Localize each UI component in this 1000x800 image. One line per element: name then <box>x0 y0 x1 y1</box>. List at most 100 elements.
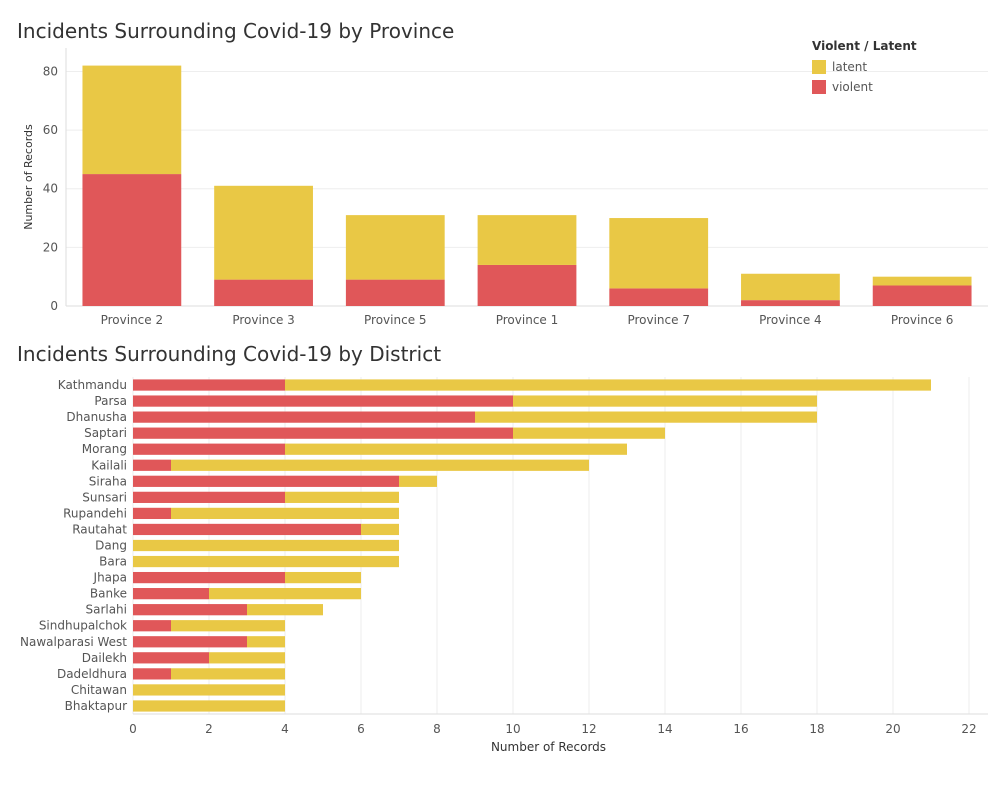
x-tick-label-12: 12 <box>581 722 596 736</box>
bar-province-6-latent <box>872 276 972 286</box>
y-tick-label-60: 60 <box>43 123 58 137</box>
y-tick-label-banke: Banke <box>90 587 127 601</box>
bar-province-4-violent <box>741 300 840 306</box>
bar-chitawan-latent <box>133 684 285 696</box>
y-tick-label-parsa: Parsa <box>94 394 127 408</box>
x-tick-label-16: 16 <box>733 722 748 736</box>
x-tick-label-province-2: Province 2 <box>101 313 164 327</box>
legend-swatch-violent <box>812 80 826 94</box>
y-tick-label-dhanusha: Dhanusha <box>66 410 127 424</box>
y-tick-label-dailekh: Dailekh <box>82 651 127 665</box>
bar-morang-latent <box>285 443 627 455</box>
bar-dadeldhura-violent <box>133 668 171 680</box>
bar-sunsari-latent <box>285 491 399 503</box>
legend-title: Violent / Latent <box>812 39 917 53</box>
y-tick-label-sindhupalchok: Sindhupalchok <box>39 619 127 633</box>
y-tick-label-sarlahi: Sarlahi <box>85 603 127 617</box>
bar-nawalparasi-west-violent <box>133 636 247 648</box>
bar-bara-latent <box>133 555 399 568</box>
x-tick-label-22: 22 <box>961 722 976 736</box>
x-tick-label-6: 6 <box>357 722 365 736</box>
x-tick-label-10: 10 <box>505 722 520 736</box>
x-tick-label-province-3: Province 3 <box>232 313 295 327</box>
bar-morang-violent <box>133 443 285 455</box>
legend-label-latent: latent <box>832 60 868 74</box>
bar-bhaktapur-latent <box>133 700 285 712</box>
legend-swatch-latent <box>812 60 826 74</box>
y-tick-label-morang: Morang <box>82 442 127 456</box>
bar-province-2-latent <box>82 65 182 175</box>
legend-label-violent: violent <box>832 80 873 94</box>
bar-banke-latent <box>209 588 361 600</box>
bar-province-6-violent <box>872 285 972 306</box>
x-tick-label-20: 20 <box>885 722 900 736</box>
x-tick-label-province-1: Province 1 <box>496 313 559 327</box>
bar-parsa-violent <box>133 395 513 407</box>
district-bar-chart: 0 2 4 6 8 10 12 14 16 18 20 22 Number of Records Kath… <box>20 377 988 754</box>
y-axis-title: Number of Records <box>22 124 35 230</box>
x-tick-label-2: 2 <box>205 722 213 736</box>
province-bar-chart: 0 20 40 60 80 Number of Records Province 2 Prov… <box>22 48 988 327</box>
bar-saptari-latent <box>513 427 665 439</box>
bar-rautahat-violent <box>133 523 361 536</box>
x-tick-label-province-7: Province 7 <box>627 313 690 327</box>
bar-saptari-violent <box>133 427 513 439</box>
bar-rupandehi-violent <box>133 507 171 520</box>
x-tick-label-0: 0 <box>129 722 137 736</box>
y-tick-label-dadeldhura: Dadeldhura <box>57 667 127 681</box>
y-tick-label-dang: Dang <box>95 539 127 553</box>
x-axis-title: Number of Records <box>491 740 606 754</box>
bar-sindhupalchok-violent <box>133 620 171 632</box>
bar-province-3-latent <box>214 185 313 280</box>
x-tick-label-18: 18 <box>809 722 824 736</box>
y-tick-label-bhaktapur: Bhaktapur <box>65 699 127 713</box>
bar-banke-violent <box>133 588 209 600</box>
bar-dhanusha-violent <box>133 411 475 423</box>
bar-sarlahi-latent <box>247 604 323 616</box>
bar-province-1-violent <box>477 264 577 306</box>
bar-dang-latent <box>133 539 399 552</box>
bar-sunsari-violent <box>133 491 285 503</box>
y-tick-label-sunsari: Sunsari <box>82 490 127 504</box>
province-chart-title: Incidents Surrounding Covid-19 by Provin… <box>17 19 455 43</box>
bar-nawalparasi-west-latent <box>247 636 285 648</box>
bar-province-7-violent <box>609 288 709 306</box>
bar-jhapa-violent <box>133 571 285 584</box>
y-tick-label-siraha: Siraha <box>89 474 127 488</box>
bar-province-5-latent <box>345 215 445 280</box>
y-tick-label-40: 40 <box>43 182 58 196</box>
bar-province-7-latent <box>609 218 709 289</box>
x-tick-label-14: 14 <box>657 722 672 736</box>
y-tick-label-nawalparasi-west: Nawalparasi West <box>20 635 127 649</box>
bar-siraha-violent <box>133 475 399 487</box>
bar-dhanusha-latent <box>475 411 817 423</box>
bar-province-3-violent <box>214 279 313 306</box>
y-tick-label-jhapa: Jhapa <box>93 571 127 585</box>
x-tick-label-8: 8 <box>433 722 441 736</box>
legend: Violent / Latent latent violent <box>812 39 917 97</box>
y-tick-label-kathmandu: Kathmandu <box>58 378 127 392</box>
bar-province-5-violent <box>345 279 445 306</box>
legend-item-latent[interactable]: latent <box>812 57 917 77</box>
bar-siraha-latent <box>399 475 437 487</box>
bar-kailali-violent <box>133 459 171 471</box>
bar-province-2-violent <box>82 174 182 306</box>
legend-item-violent[interactable]: violent <box>812 77 917 97</box>
bar-dailekh-violent <box>133 652 209 664</box>
y-tick-label-rupandehi: Rupandehi <box>63 506 127 520</box>
bar-sindhupalchok-latent <box>171 620 285 632</box>
bar-rupandehi-latent <box>171 507 399 520</box>
y-tick-label-chitawan: Chitawan <box>71 683 127 697</box>
y-tick-label-rautahat: Rautahat <box>72 522 127 536</box>
x-tick-label-province-5: Province 5 <box>364 313 427 327</box>
bar-kathmandu-latent <box>285 379 931 391</box>
bar-dadeldhura-latent <box>171 668 285 680</box>
district-chart-title: Incidents Surrounding Covid-19 by Distri… <box>17 342 442 366</box>
bar-province-4-latent <box>741 273 840 301</box>
bar-jhapa-latent <box>285 571 361 584</box>
bar-dailekh-latent <box>209 652 285 664</box>
bar-province-1-latent <box>477 215 577 265</box>
bar-parsa-latent <box>513 395 817 407</box>
bar-sarlahi-violent <box>133 604 247 616</box>
bar-kathmandu-violent <box>133 379 285 391</box>
